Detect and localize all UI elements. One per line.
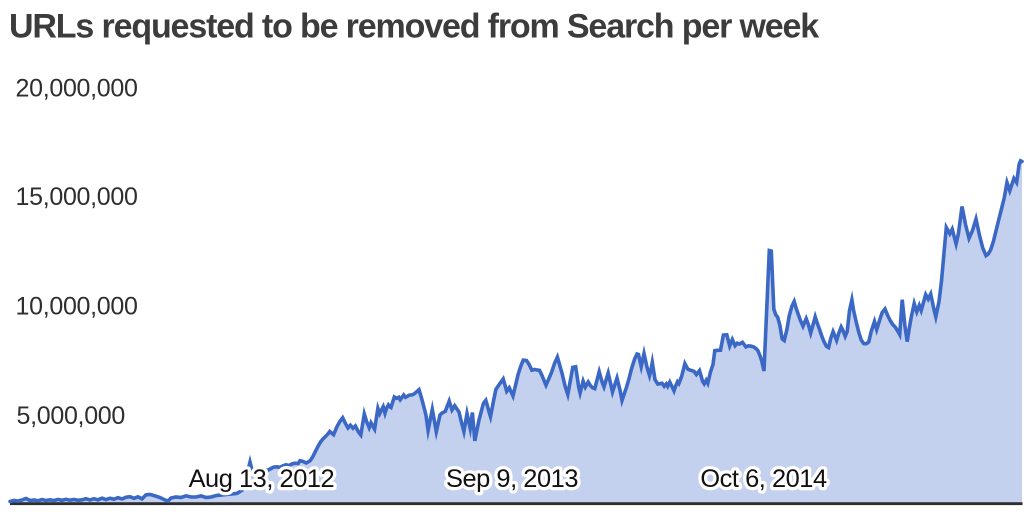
svg-text:Aug 13, 2012: Aug 13, 2012: [189, 465, 335, 493]
svg-text:5,000,000: 5,000,000: [17, 402, 126, 430]
svg-text:URLs requested to be removed f: URLs requested to be removed from Search…: [9, 8, 819, 46]
svg-text:Oct 6, 2014: Oct 6, 2014: [700, 465, 827, 493]
svg-text:20,000,000: 20,000,000: [16, 75, 138, 103]
svg-text:10,000,000: 10,000,000: [16, 293, 138, 321]
svg-text:Sep 9, 2013: Sep 9, 2013: [446, 465, 578, 493]
svg-text:15,000,000: 15,000,000: [16, 183, 138, 211]
